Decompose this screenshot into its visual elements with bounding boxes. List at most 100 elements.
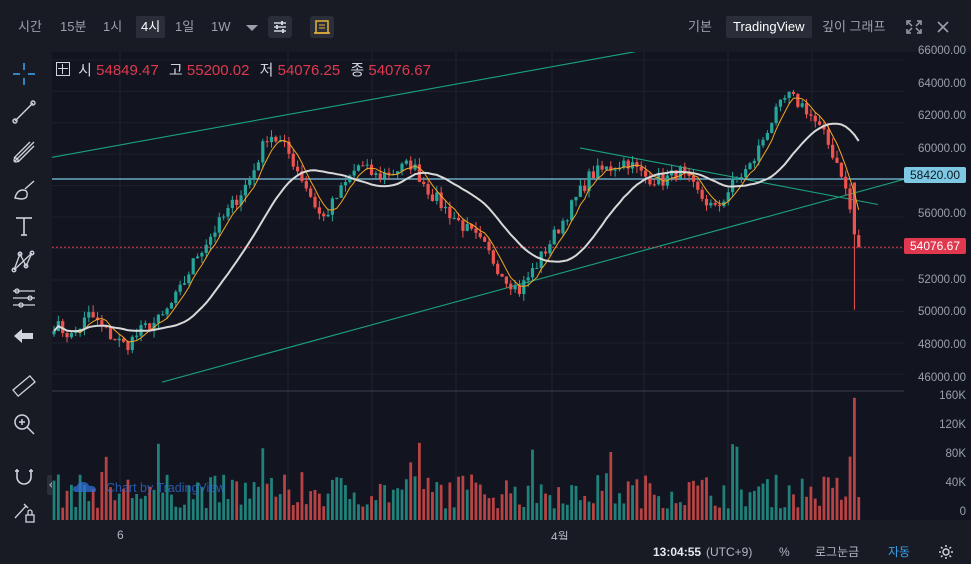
template-icon[interactable] <box>310 16 334 38</box>
volume-bar <box>335 477 339 520</box>
view-depth-chart-button[interactable]: 깊이 그래프 <box>822 19 886 34</box>
log-scale-button[interactable]: 로그눈금 <box>815 545 860 559</box>
view-basic-button[interactable]: 기본 <box>688 19 712 34</box>
text-tool-icon[interactable] <box>10 212 38 240</box>
candle-body <box>322 213 326 217</box>
brush-tool-icon[interactable] <box>10 176 38 204</box>
arrow-left-icon[interactable] <box>10 322 38 350</box>
volume-bar <box>583 495 587 520</box>
candle-body <box>678 166 682 181</box>
price-volume-chart[interactable] <box>51 49 905 520</box>
fib-tool-icon[interactable] <box>10 284 38 312</box>
volume-bar <box>413 476 417 520</box>
ruler-icon[interactable] <box>10 372 38 400</box>
ma-long-line <box>53 122 860 333</box>
symbol-toggle-icon[interactable] <box>56 62 70 76</box>
candle-body <box>530 268 535 278</box>
volume-bar <box>56 474 60 520</box>
candle-body <box>461 220 465 231</box>
candle-body <box>687 172 691 176</box>
volume-bar <box>83 485 86 520</box>
candle-body <box>826 129 830 145</box>
more-timeframes-dropdown-icon[interactable] <box>240 16 264 38</box>
candle-body <box>209 236 213 245</box>
candle-body <box>317 207 321 214</box>
magnet-icon[interactable] <box>10 462 38 490</box>
trendline-tool-icon[interactable] <box>10 98 38 126</box>
zoom-in-icon[interactable] <box>10 410 38 438</box>
volume-bar <box>244 482 247 520</box>
candle-body <box>613 169 617 171</box>
indicator-settings-icon[interactable] <box>268 16 292 38</box>
volume-bar <box>578 500 582 520</box>
candle-body <box>365 164 369 166</box>
volume-bar <box>509 493 513 520</box>
candle-body <box>565 220 569 222</box>
timeframe-15m[interactable]: 15분 <box>60 19 87 34</box>
volume-bar <box>304 504 308 520</box>
candle-body <box>404 160 408 164</box>
candle-body <box>818 121 822 125</box>
volume-bar <box>61 507 65 520</box>
volume-bar <box>96 507 99 520</box>
candle-body <box>578 185 582 197</box>
volume-bar <box>796 507 800 520</box>
candle-body <box>648 176 652 185</box>
volume-bar <box>726 508 730 520</box>
timeframe-1d[interactable]: 1일 <box>175 19 195 34</box>
volume-bar <box>65 490 69 520</box>
volume-bar <box>766 479 769 520</box>
volume-bar <box>257 486 260 520</box>
timeframe-4h[interactable]: 4시 <box>136 16 166 38</box>
descending-trendline <box>579 147 879 206</box>
volume-bar <box>774 474 778 520</box>
candle-body <box>765 132 769 140</box>
timeframe-1h[interactable]: 1시 <box>103 19 123 34</box>
volume-bar <box>483 494 487 520</box>
chart-area[interactable] <box>51 49 905 520</box>
volume-bar <box>531 449 534 520</box>
chart-settings-icon[interactable] <box>936 543 956 561</box>
percent-scale-button[interactable]: % <box>779 545 790 559</box>
volume-bar <box>222 474 226 520</box>
volume-bar <box>178 507 182 520</box>
pattern-tool-icon[interactable] <box>10 248 38 276</box>
auto-scale-button[interactable]: 자동 <box>888 545 911 559</box>
candle-body <box>287 141 291 154</box>
candle-body <box>369 164 374 175</box>
volume-bar <box>857 497 861 520</box>
volume-bar <box>452 507 456 520</box>
open-value: 54849.47 <box>96 62 159 79</box>
timezone[interactable]: (UTC+9) <box>706 545 753 559</box>
volume-bar <box>322 506 326 520</box>
candle-body <box>430 194 435 201</box>
candle-body <box>622 160 626 168</box>
cloud-logo-icon <box>73 482 97 492</box>
volume-bar <box>722 485 726 520</box>
fullscreen-icon[interactable] <box>902 16 926 38</box>
candle-body <box>509 283 513 290</box>
close-icon[interactable] <box>931 16 955 38</box>
candle-body <box>413 164 417 170</box>
volume-bar <box>191 499 195 520</box>
candle-body <box>857 235 861 248</box>
volume-bar <box>826 477 830 520</box>
view-tradingview-button[interactable]: TradingView <box>726 16 812 38</box>
crosshair-icon[interactable] <box>10 60 38 88</box>
candle-body <box>657 174 661 185</box>
candle-body <box>596 165 600 179</box>
volume-bar <box>718 507 721 520</box>
price-axis[interactable]: 66000.00 64000.00 62000.00 60000.00 5600… <box>904 45 971 520</box>
candle-body <box>696 181 700 190</box>
volume-bar <box>770 507 774 520</box>
volume-bar <box>278 494 282 520</box>
pitchfork-tool-icon[interactable] <box>10 138 38 166</box>
candle-body <box>809 114 813 116</box>
candle-body <box>300 171 304 182</box>
candle-body <box>591 171 595 179</box>
candle-body <box>343 182 348 186</box>
volume-bar <box>396 488 400 520</box>
timeframe-1w[interactable]: 1W <box>211 19 231 34</box>
volume-bar <box>596 475 600 520</box>
lock-drawing-icon[interactable] <box>10 498 38 526</box>
